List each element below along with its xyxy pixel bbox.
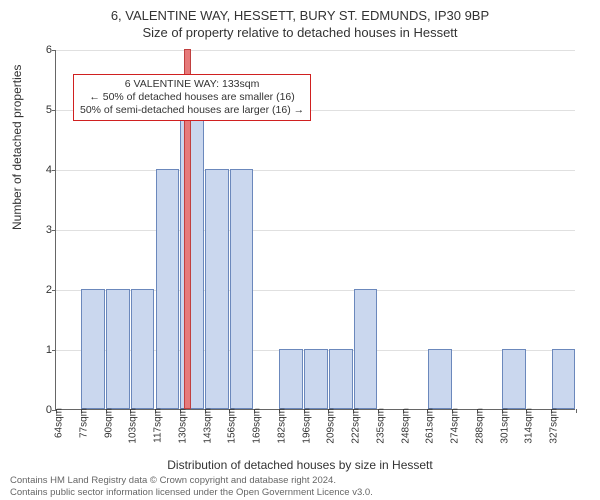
- chart-area: 012345664sqm77sqm90sqm103sqm117sqm130sqm…: [55, 50, 575, 410]
- xtick-label: 196sqm: [301, 408, 312, 444]
- histogram-bar: [304, 349, 328, 409]
- annotation-line: 6 VALENTINE WAY: 133sqm: [80, 78, 304, 91]
- xtick-label: 103sqm: [128, 408, 139, 444]
- ytick-label: 1: [34, 344, 52, 356]
- ytick-mark: [52, 110, 56, 111]
- xtick-label: 288sqm: [474, 408, 485, 444]
- ytick-label: 2: [34, 284, 52, 296]
- gridline: [56, 170, 575, 171]
- xtick-label: 274sqm: [450, 408, 461, 444]
- xtick-label: 117sqm: [153, 408, 164, 443]
- xtick-label: 90sqm: [103, 408, 114, 438]
- ytick-mark: [52, 50, 56, 51]
- xtick-label: 327sqm: [549, 408, 560, 444]
- histogram-bar: [354, 289, 378, 409]
- histogram-bar: [131, 289, 155, 409]
- footer-line: Contains public sector information licen…: [10, 487, 373, 498]
- xtick-label: 143sqm: [202, 408, 213, 444]
- ytick-label: 3: [34, 224, 52, 236]
- ytick-label: 4: [34, 164, 52, 176]
- histogram-bar: [205, 169, 229, 409]
- histogram-bar: [106, 289, 130, 409]
- annotation-line: 50% of semi-detached houses are larger (…: [80, 104, 304, 117]
- xtick-label: 301sqm: [499, 408, 510, 444]
- histogram-bar: [552, 349, 576, 409]
- chart-title-main: 6, VALENTINE WAY, HESSETT, BURY ST. EDMU…: [0, 0, 600, 23]
- x-axis-label: Distribution of detached houses by size …: [0, 458, 600, 472]
- histogram-bar: [329, 349, 353, 409]
- xtick-mark: [576, 409, 577, 413]
- annotation-line: ← 50% of detached houses are smaller (16…: [80, 91, 304, 104]
- ytick-label: 0: [34, 404, 52, 416]
- y-axis-label: Number of detached properties: [10, 65, 24, 230]
- footer-line: Contains HM Land Registry data © Crown c…: [10, 475, 373, 486]
- xtick-label: 156sqm: [227, 408, 238, 444]
- ytick-label: 5: [34, 104, 52, 116]
- histogram-bar: [428, 349, 452, 409]
- ytick-mark: [52, 350, 56, 351]
- gridline: [56, 50, 575, 51]
- ytick-mark: [52, 230, 56, 231]
- xtick-label: 209sqm: [326, 408, 337, 444]
- ytick-mark: [52, 290, 56, 291]
- histogram-bar: [81, 289, 105, 409]
- xtick-label: 182sqm: [276, 408, 287, 444]
- xtick-label: 64sqm: [54, 408, 65, 438]
- histogram-bar: [279, 349, 303, 409]
- histogram-bar: [230, 169, 254, 409]
- xtick-label: 248sqm: [400, 408, 411, 444]
- ytick-label: 6: [34, 44, 52, 56]
- histogram-bar: [156, 169, 180, 409]
- histogram-bar: [502, 349, 526, 409]
- gridline: [56, 230, 575, 231]
- xtick-label: 261sqm: [425, 408, 436, 444]
- chart-title-sub: Size of property relative to detached ho…: [0, 23, 600, 40]
- xtick-label: 235sqm: [375, 408, 386, 444]
- xtick-label: 130sqm: [177, 408, 188, 444]
- ytick-mark: [52, 170, 56, 171]
- xtick-label: 77sqm: [78, 408, 89, 438]
- footer-credits: Contains HM Land Registry data © Crown c…: [10, 475, 373, 498]
- annotation-box: 6 VALENTINE WAY: 133sqm← 50% of detached…: [73, 74, 311, 121]
- xtick-label: 169sqm: [252, 408, 263, 444]
- xtick-label: 314sqm: [524, 408, 535, 444]
- xtick-label: 222sqm: [351, 408, 362, 444]
